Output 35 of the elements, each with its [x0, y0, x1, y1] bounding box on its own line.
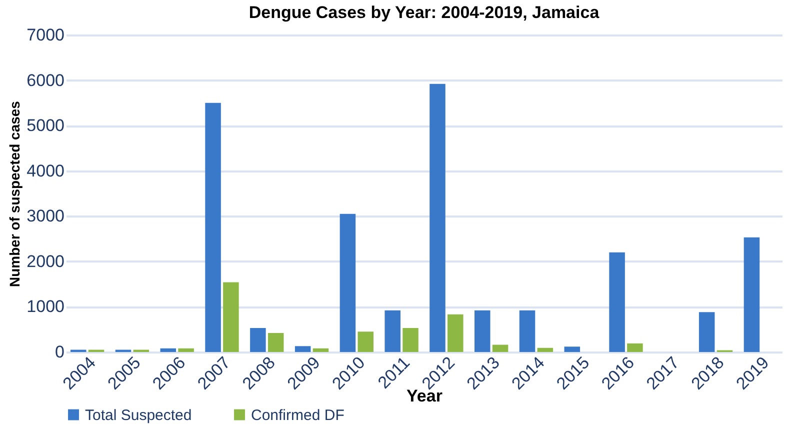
y-tick-label: 7000	[26, 26, 64, 44]
bar	[448, 314, 464, 352]
bar	[340, 214, 356, 352]
bar	[312, 348, 329, 352]
bar	[698, 312, 715, 352]
y-tick-label: 0	[55, 342, 64, 362]
bar	[205, 102, 221, 352]
bar	[268, 332, 284, 352]
bar	[474, 310, 490, 352]
bar	[744, 237, 760, 352]
bar	[178, 348, 194, 352]
bar	[402, 328, 418, 352]
bar	[384, 310, 400, 352]
bar	[519, 310, 536, 352]
bar	[160, 348, 176, 352]
y-axis-title: Number of suspected cases	[6, 100, 23, 287]
bar	[358, 332, 374, 352]
bar	[250, 328, 266, 352]
legend-label: Total Suspected	[85, 406, 192, 424]
legend-label: Confirmed DF	[251, 406, 344, 424]
bar	[223, 282, 239, 352]
y-tick-label: 1000	[26, 297, 64, 316]
chart-title: Dengue Cases by Year: 2004-2019, Jamaica	[248, 3, 600, 22]
bar	[430, 84, 446, 352]
bar	[294, 346, 311, 352]
y-tick-label: 6000	[26, 70, 64, 90]
bar	[564, 346, 580, 352]
bar	[492, 344, 508, 352]
bar	[609, 252, 625, 352]
bar	[537, 348, 554, 352]
y-tick-label: 3000	[26, 206, 64, 226]
y-tick-label: 4000	[26, 161, 64, 180]
bar	[627, 343, 643, 352]
y-tick-label: 5000	[26, 116, 64, 136]
y-tick-label: 2000	[26, 252, 64, 271]
